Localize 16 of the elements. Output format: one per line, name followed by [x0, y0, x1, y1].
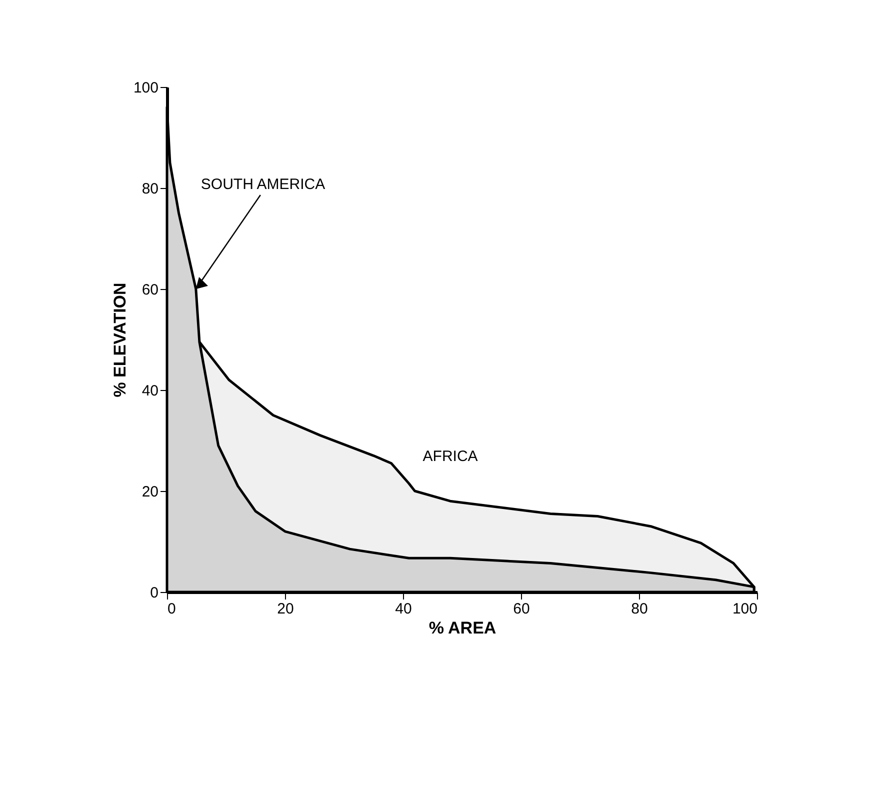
y-tick-label: 0	[150, 584, 158, 602]
y-tick-label: 60	[142, 282, 158, 298]
x-tick-label: 20	[277, 600, 294, 618]
y-tick-label: 20	[142, 484, 158, 500]
series-label: AFRICA	[422, 448, 478, 465]
y-axis-title: % ELEVATION	[110, 282, 130, 398]
y-tick-label: 40	[142, 382, 158, 400]
x-tick-label: 60	[513, 600, 530, 618]
x-tick-label: 0	[168, 600, 176, 618]
x-tick-label: 80	[631, 600, 648, 618]
x-tick-label: 40	[395, 600, 412, 618]
y-tick-label: 100	[133, 80, 158, 96]
series-label: SOUTH AMERICA	[200, 176, 326, 193]
x-axis-title: % AREA	[428, 618, 496, 638]
y-tick-label: 80	[142, 180, 158, 198]
x-tick-label: 100	[732, 600, 758, 618]
